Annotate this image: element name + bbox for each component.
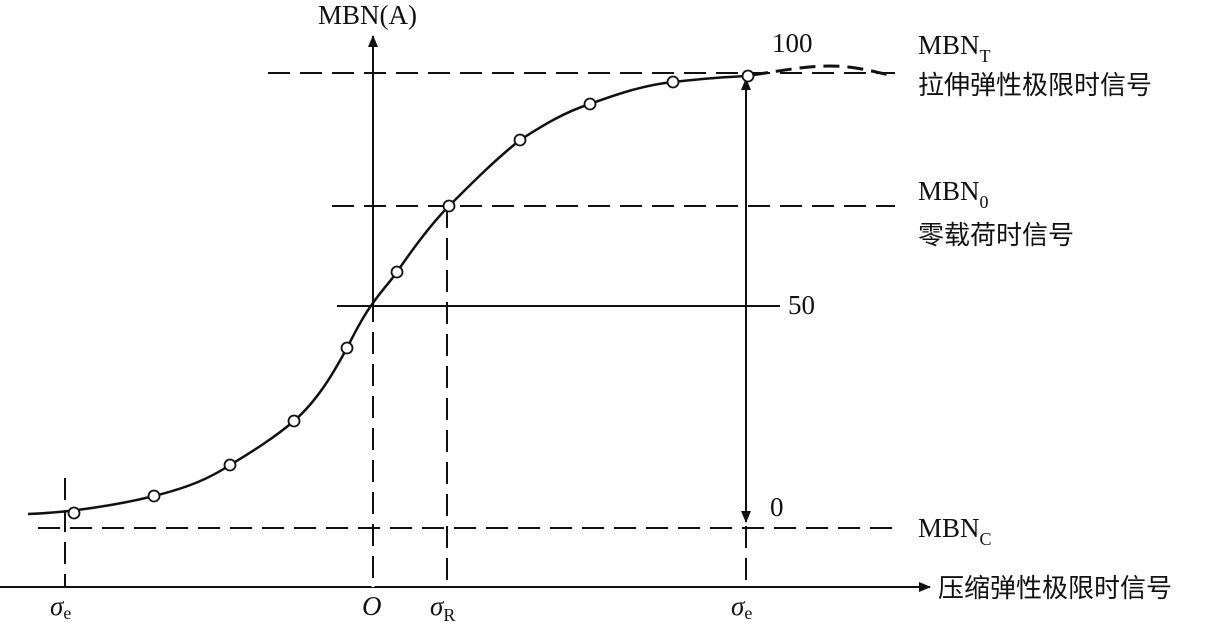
data-point: [390, 265, 404, 279]
mbn-curve-extension: [751, 64, 891, 77]
data-point: [67, 506, 81, 520]
mbn-c-label: MBNC: [918, 513, 992, 549]
data-point: [741, 69, 755, 83]
data-point: [666, 75, 680, 89]
mbn-0-caption: 零载荷时信号: [918, 221, 1074, 251]
data-point: [223, 458, 237, 472]
scale-label-0: 0: [770, 492, 784, 522]
data-point: [583, 97, 597, 111]
x-tick-sigma-r: σR: [430, 591, 455, 622]
data-point: [442, 199, 456, 213]
data-point: [147, 489, 161, 503]
mbn-curve: [27, 74, 752, 516]
x-axis-label: 压缩弹性极限时信号: [938, 574, 1172, 604]
data-point: [340, 341, 354, 355]
scale-label-100: 100: [772, 28, 813, 58]
x-tick-sigma-e-left: σe: [50, 591, 71, 622]
y-axis-label: MBN(A): [318, 0, 417, 30]
data-point: [287, 414, 301, 428]
mbn-t-label: MBNT: [918, 30, 991, 66]
data-points: [67, 69, 755, 520]
mbn-t-caption: 拉伸弹性极限时信号: [918, 71, 1152, 101]
x-tick-sigma-e-right: σe: [731, 591, 752, 622]
x-tick-origin: O: [362, 591, 382, 621]
mbn-0-label: MBN0: [918, 176, 989, 212]
data-point: [513, 133, 527, 147]
scale-label-50: 50: [788, 290, 815, 320]
